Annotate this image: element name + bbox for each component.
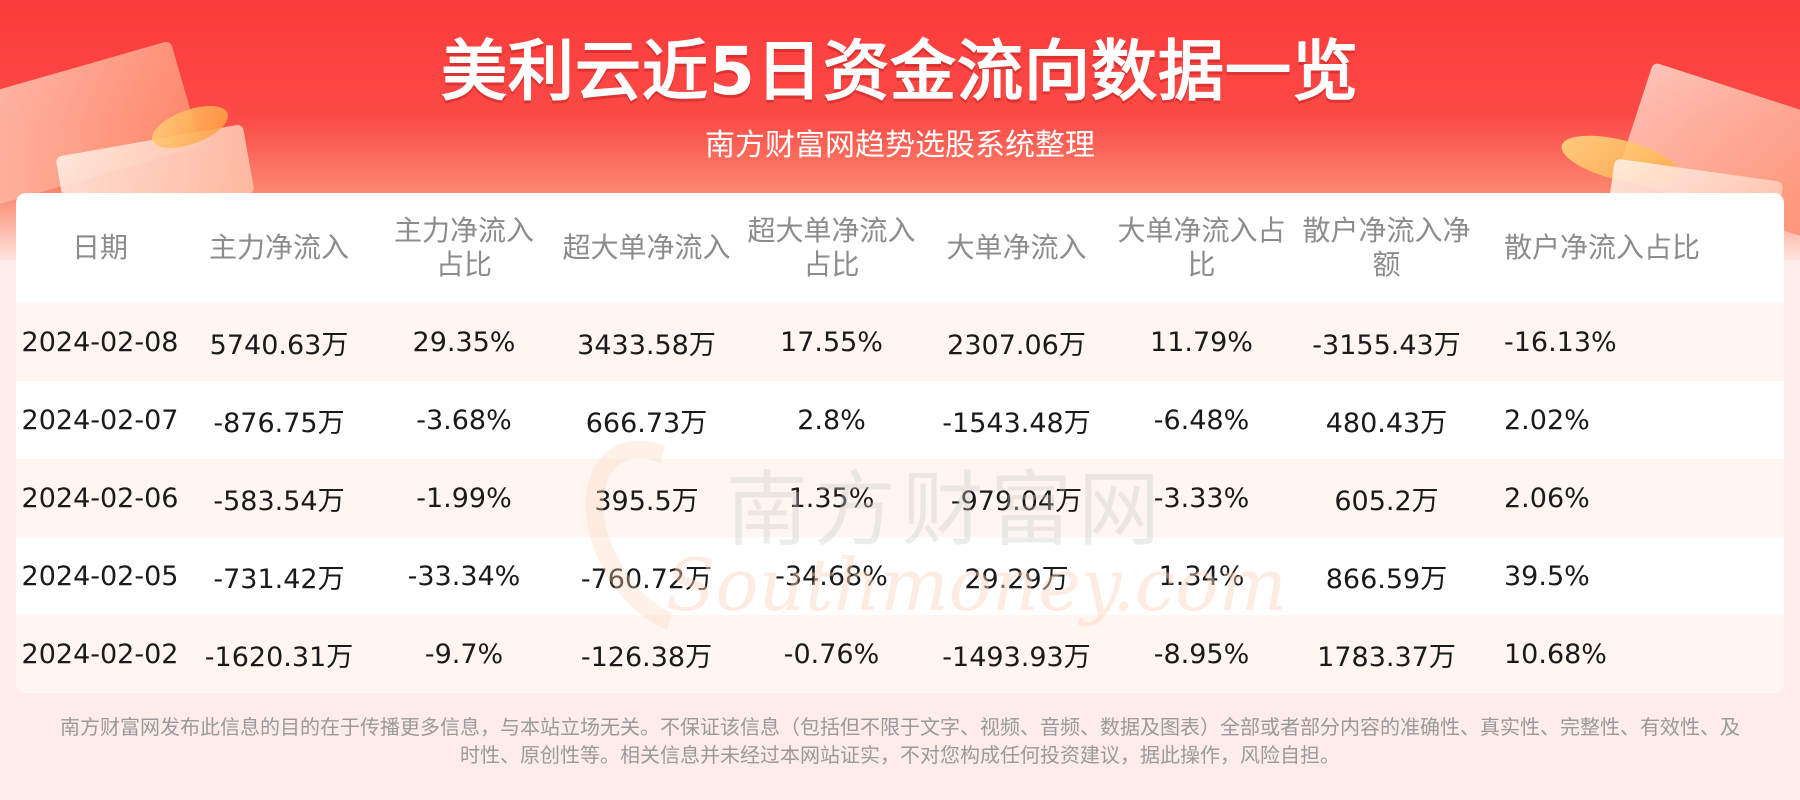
data-card: 日期 主力净流入 主力净流入占比 超大单净流入 超大单净流入占比 大单净流入 大单净流入占比…: [16, 193, 1784, 693]
table-cell: 480.43万: [1294, 381, 1479, 459]
table-cell: -731.42万: [184, 537, 374, 615]
table-cell: -3.68%: [374, 381, 554, 459]
fund-flow-table: 日期 主力净流入 主力净流入占比 超大单净流入 超大单净流入占比 大单净流入 大单净流入占比…: [16, 193, 1784, 693]
table-cell: 2024-02-02: [16, 615, 184, 693]
table-cell: -979.04万: [924, 459, 1109, 537]
table-cell: -1.99%: [374, 459, 554, 537]
table-cell: 1.35%: [739, 459, 924, 537]
table-cell: -126.38万: [554, 615, 739, 693]
table-cell: -1620.31万: [184, 615, 374, 693]
table-cell: -876.75万: [184, 381, 374, 459]
table-cell: 5740.63万: [184, 303, 374, 381]
disclaimer-text: 南方财富网发布此信息的目的在于传播更多信息，与本站立场无关。不保证该信息（包括但…: [60, 715, 1740, 767]
table-cell: 1.34%: [1109, 537, 1294, 615]
table-cell: -33.34%: [374, 537, 554, 615]
table-row: 2024-02-07 -876.75万 -3.68% 666.73万 2.8% -1543…: [16, 381, 1784, 459]
table-cell: 2024-02-05: [16, 537, 184, 615]
table-cell: 2.8%: [739, 381, 924, 459]
table-cell: -760.72万: [554, 537, 739, 615]
table-row: 2024-02-05 -731.42万 -33.34% -760.72万 -34.68%…: [16, 537, 1784, 615]
table-cell: 29.29万: [924, 537, 1109, 615]
table-cell: -9.7%: [374, 615, 554, 693]
table-cell: 10.68%: [1479, 615, 1784, 693]
table-cell: -0.76%: [739, 615, 924, 693]
column-header: 大单净流入占比: [1117, 214, 1286, 281]
page-subtitle: 南方财富网趋势选股系统整理: [705, 128, 1095, 163]
table-cell: -583.54万: [184, 459, 374, 537]
table-cell: 866.59万: [1294, 537, 1479, 615]
page-title: 美利云近5日资金流向数据一览: [441, 33, 1359, 110]
table-cell: 2.06%: [1479, 459, 1784, 537]
table-cell: 395.5万: [554, 459, 739, 537]
column-header: 主力净流入占比: [393, 214, 534, 281]
table-cell: -6.48%: [1109, 381, 1294, 459]
table-cell: 17.55%: [739, 303, 924, 381]
table-cell: 1783.37万: [1294, 615, 1479, 693]
table-cell: 3433.58万: [554, 303, 739, 381]
table-cell: 29.35%: [374, 303, 554, 381]
table-cell: 666.73万: [554, 381, 739, 459]
column-header: 散户净流入净额: [1302, 214, 1471, 281]
table-cell: 39.5%: [1479, 537, 1784, 615]
column-header: 大单净流入: [946, 231, 1087, 264]
table-row: 2024-02-02 -1620.31万 -9.7% -126.38万 -0.76% -1…: [16, 615, 1784, 693]
table-cell: -1493.93万: [924, 615, 1109, 693]
column-header: 散户净流入占比: [1504, 231, 1701, 264]
table-cell: 2.02%: [1479, 381, 1784, 459]
table-cell: 11.79%: [1109, 303, 1294, 381]
table-row: 2024-02-06 -583.54万 -1.99% 395.5万 1.35% -979.…: [16, 459, 1784, 537]
table-cell: 2024-02-08: [16, 303, 184, 381]
table-cell: 605.2万: [1294, 459, 1479, 537]
column-header: 日期: [71, 231, 128, 264]
table-cell: -34.68%: [739, 537, 924, 615]
column-header: 主力净流入: [208, 231, 349, 264]
table-cell: -8.95%: [1109, 615, 1294, 693]
table-cell: -16.13%: [1479, 303, 1784, 381]
table-body: 2024-02-08 5740.63万 29.35% 3433.58万 17.55% 23…: [16, 303, 1784, 693]
column-header: 超大单净流入: [562, 231, 731, 264]
table-row: 2024-02-08 5740.63万 29.35% 3433.58万 17.55% 23…: [16, 303, 1784, 381]
table-cell: -1543.48万: [924, 381, 1109, 459]
table-cell: 2307.06万: [924, 303, 1109, 381]
column-header: 超大单净流入占比: [747, 214, 916, 281]
table-header-row: 日期 主力净流入 主力净流入占比 超大单净流入 超大单净流入占比 大单净流入 大单净流入占比…: [16, 193, 1784, 303]
table-cell: -3155.43万: [1294, 303, 1479, 381]
table-cell: 2024-02-07: [16, 381, 184, 459]
table-cell: 2024-02-06: [16, 459, 184, 537]
table-cell: -3.33%: [1109, 459, 1294, 537]
